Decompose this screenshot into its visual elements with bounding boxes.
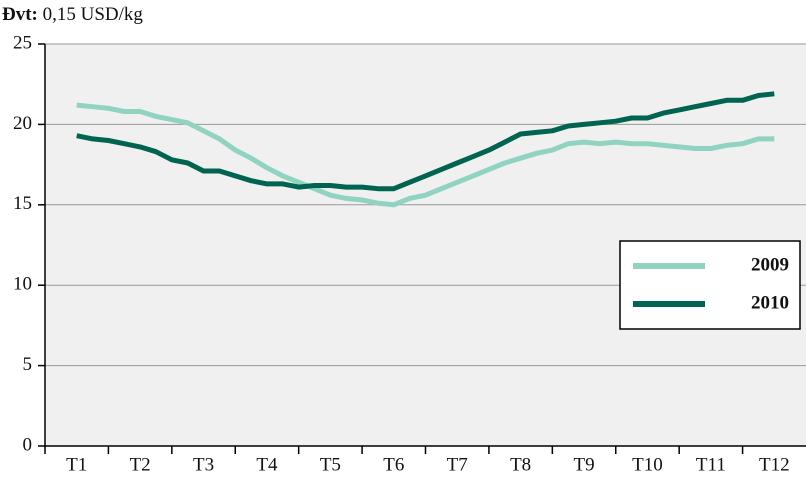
x-tick-label: T4	[256, 454, 278, 475]
series-line	[76, 91, 775, 192]
y-tick-label: 25	[13, 32, 32, 53]
chart-title: Đvt: 0,15 USD/kg	[2, 4, 143, 25]
title-prefix: Đvt:	[2, 4, 38, 25]
x-tick-label: T1	[66, 454, 87, 475]
x-tick-label: T7	[447, 454, 468, 475]
x-tick-label: T11	[696, 454, 726, 475]
x-tick-label: T2	[130, 454, 151, 475]
x-tick-label: T8	[510, 454, 531, 475]
x-tick-label: T12	[759, 454, 790, 475]
y-tick-label: 20	[13, 113, 32, 134]
y-tick-label: 10	[13, 274, 32, 295]
x-tick-label: T5	[320, 454, 341, 475]
x-tick-label: T9	[573, 454, 594, 475]
title-unit: 0,15 USD/kg	[43, 4, 144, 25]
y-tick-label: 15	[13, 193, 32, 214]
y-tick-label: 0	[23, 434, 33, 455]
series-line	[76, 102, 775, 208]
legend-label: 2009	[751, 254, 789, 275]
legend-label: 2010	[751, 292, 789, 313]
x-tick-label: T6	[383, 454, 404, 475]
y-tick-label: 5	[23, 354, 33, 375]
x-tick-label: T3	[193, 454, 214, 475]
legend-box	[619, 240, 801, 330]
x-tick-label: T10	[632, 454, 663, 475]
